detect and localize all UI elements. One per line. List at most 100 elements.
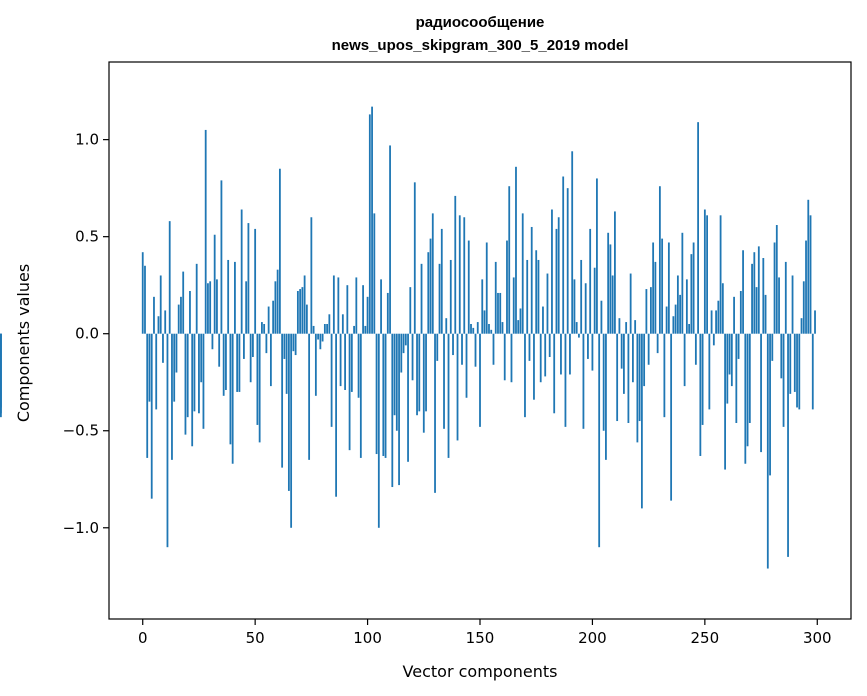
bar	[431, 213, 434, 334]
bar	[425, 333, 427, 412]
bar	[515, 166, 517, 334]
bar	[301, 287, 304, 334]
bar	[548, 333, 551, 357]
bar	[182, 271, 185, 334]
bar	[566, 188, 569, 334]
bar	[672, 316, 675, 334]
bar	[193, 333, 196, 412]
x-tick-label: 50	[246, 629, 265, 647]
x-tick-label: 150	[466, 629, 495, 647]
bar	[492, 333, 495, 365]
bar	[539, 333, 542, 383]
bar	[658, 186, 661, 334]
bar	[746, 333, 749, 447]
bar	[292, 333, 295, 352]
bar	[564, 333, 567, 427]
bar	[456, 333, 459, 441]
bar	[771, 333, 774, 361]
bar	[436, 333, 439, 361]
bars-group	[0, 106, 816, 569]
bar	[557, 217, 560, 334]
bar	[620, 333, 623, 369]
bar	[600, 300, 603, 334]
bar	[243, 333, 245, 359]
bar	[546, 273, 549, 334]
bar	[281, 333, 284, 468]
y-axis: −1.0 −0.5 0.0 0.5 1.0	[63, 131, 109, 537]
bar	[195, 263, 198, 334]
bar	[153, 296, 155, 334]
bar	[173, 333, 176, 402]
bar	[470, 324, 472, 334]
bar	[418, 333, 421, 412]
bar	[632, 333, 634, 383]
bar	[429, 238, 432, 334]
bar	[706, 215, 708, 334]
x-tick-label: 250	[691, 629, 720, 647]
bar	[755, 287, 758, 334]
bar	[177, 304, 180, 334]
bar	[625, 322, 628, 334]
bar	[231, 333, 234, 464]
bar	[366, 296, 369, 334]
bar	[528, 333, 531, 361]
bar	[800, 318, 803, 334]
bar	[665, 306, 668, 334]
bar	[701, 333, 704, 425]
bar	[166, 333, 169, 548]
bar	[326, 324, 328, 334]
bar	[330, 333, 333, 427]
y-axis-label: Components values	[14, 264, 33, 422]
x-tick-label: 200	[578, 629, 607, 647]
bar	[521, 213, 524, 334]
bar	[146, 333, 149, 458]
bar	[440, 228, 443, 334]
bar	[296, 291, 299, 334]
bar	[240, 209, 243, 334]
bar	[807, 199, 810, 334]
bar	[506, 240, 508, 334]
bar	[530, 226, 533, 334]
bar	[616, 333, 619, 422]
bar	[524, 333, 526, 418]
bar	[465, 333, 468, 398]
bar	[748, 333, 751, 423]
bar	[634, 320, 637, 334]
bar	[398, 333, 400, 486]
bar	[411, 333, 414, 381]
bar	[811, 333, 814, 410]
bar	[202, 333, 205, 429]
bar	[685, 279, 688, 334]
bar	[753, 252, 756, 334]
bar	[0, 333, 2, 414]
bar	[497, 292, 499, 334]
bar	[258, 333, 261, 443]
bar	[555, 228, 558, 334]
bar	[573, 279, 576, 334]
bar	[164, 310, 167, 334]
bar	[305, 304, 308, 334]
bar	[733, 296, 735, 334]
bar	[200, 333, 203, 383]
bar	[267, 306, 270, 334]
bar	[213, 234, 216, 334]
bar	[400, 333, 403, 373]
bar	[490, 329, 493, 334]
bar	[542, 306, 544, 334]
bar	[494, 261, 497, 334]
bar	[787, 333, 789, 557]
bar	[503, 333, 506, 381]
bar	[544, 333, 547, 377]
bar	[560, 333, 562, 375]
bar	[485, 242, 488, 334]
bar	[814, 310, 816, 334]
bar	[420, 263, 423, 334]
bar	[517, 320, 520, 334]
bar	[710, 310, 713, 334]
bar	[652, 242, 655, 334]
bar	[742, 250, 744, 334]
bar	[670, 333, 673, 501]
y-tick-label: 0.5	[75, 228, 99, 246]
bar	[694, 333, 697, 365]
bar	[404, 333, 407, 346]
